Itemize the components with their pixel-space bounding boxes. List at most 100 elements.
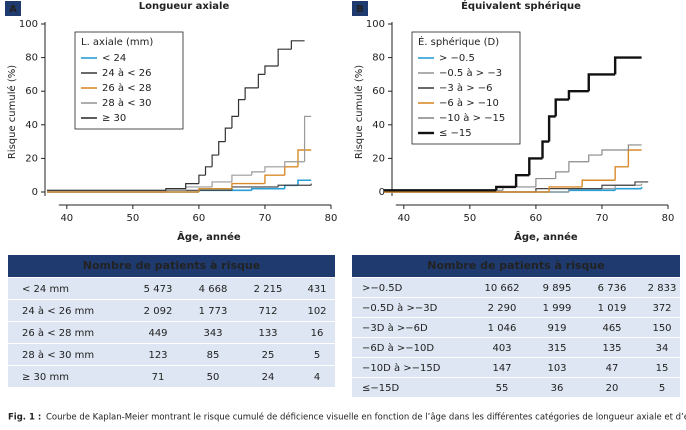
table-cell: 712: [258, 306, 277, 317]
table-cell: ≥ 30 mm: [22, 372, 69, 383]
table-cell: 85: [207, 350, 220, 361]
step: [535, 177, 556, 187]
x-tick-label: 60: [530, 213, 543, 224]
table-cell: 343: [203, 328, 222, 339]
table-cell: 34: [656, 343, 669, 354]
table-cell: ≤−15D: [362, 383, 399, 394]
step: [237, 99, 246, 117]
table-row: [352, 298, 680, 317]
step: [627, 144, 642, 150]
step: [547, 115, 556, 142]
table-cell: 20: [606, 383, 619, 394]
x-tick-label: 80: [662, 213, 675, 224]
step: [251, 171, 265, 176]
x-tick-label: 80: [325, 213, 338, 224]
step: [244, 87, 259, 100]
step: [218, 141, 226, 156]
table-cell: 123: [148, 350, 167, 361]
step: [211, 154, 219, 167]
step: [257, 73, 265, 88]
step: [204, 166, 213, 176]
table-cell: 2 290: [488, 303, 517, 314]
step: [548, 186, 583, 192]
step: [277, 48, 292, 66]
legend-label: > −0.5: [439, 53, 475, 64]
step: [568, 189, 616, 192]
step: [627, 149, 642, 167]
step: [250, 187, 285, 191]
y-tick-label: 60: [372, 86, 385, 97]
table-cell: 2 092: [144, 306, 173, 317]
table-cell: 135: [602, 343, 621, 354]
step: [528, 157, 543, 176]
step: [568, 161, 589, 172]
table-cell: 26 à < 28 mm: [22, 327, 94, 339]
step: [231, 174, 252, 182]
step: [587, 73, 616, 92]
table-title: Nombre de patients à risque: [83, 259, 260, 272]
step: [297, 179, 312, 186]
panel-label: B: [356, 4, 364, 15]
table-cell: 147: [492, 363, 511, 374]
step: [198, 187, 232, 192]
table-row: [8, 344, 335, 365]
table-cell: 24: [262, 372, 275, 383]
step: [535, 188, 602, 192]
table-cell: 2 215: [254, 284, 283, 295]
table-cell: −3D à >−6D: [362, 322, 428, 334]
x-axis-label: Âge, année: [514, 230, 578, 243]
step: [264, 65, 279, 75]
y-axis-label: Risque cumulé (%): [353, 65, 365, 159]
legend-label: −0.5 à > −3: [439, 67, 502, 79]
table-cell: 133: [258, 328, 277, 339]
table-cell: −6D à >−10D: [362, 342, 434, 354]
step: [614, 166, 629, 181]
step: [284, 161, 305, 167]
legend-label: ≤ −15: [439, 128, 472, 139]
table-cell: 1 999: [543, 303, 572, 314]
table-title: Nombre de patients à risque: [427, 259, 604, 272]
table-header: [8, 255, 335, 277]
chart-title: Équivalent sphérique: [461, 0, 581, 12]
step: [290, 40, 305, 50]
table-cell: 403: [492, 343, 511, 354]
y-tick-label: 80: [25, 53, 38, 64]
table-row: [8, 366, 335, 387]
legend-title: L. axiale (mm): [81, 37, 153, 48]
table-cell: 150: [652, 323, 671, 334]
table-cell: 28 à < 30 mm: [22, 349, 94, 361]
table-cell: 5: [314, 350, 320, 361]
step: [601, 149, 629, 156]
table-cell: 1 046: [488, 323, 517, 334]
legend-label: ≥ 30: [102, 113, 126, 124]
legend-label: 28 à < 30: [102, 97, 152, 109]
x-tick-label: 50: [126, 213, 139, 224]
table-cell: 465: [602, 323, 621, 334]
step: [198, 174, 206, 184]
table-cell: 102: [307, 306, 326, 317]
x-tick-label: 40: [60, 213, 73, 224]
table-row: [8, 322, 335, 343]
legend-label: 26 à < 28: [102, 82, 152, 94]
x-axis-label: Âge, année: [177, 230, 241, 243]
y-tick-label: 20: [372, 153, 385, 164]
table-cell: 431: [307, 284, 326, 295]
y-tick-label: 0: [32, 187, 38, 198]
x-tick-label: 70: [259, 213, 272, 224]
step: [277, 184, 312, 187]
caption-label: Fig. 1 :: [8, 413, 41, 423]
step: [211, 181, 232, 187]
table-row: [352, 318, 680, 337]
step: [567, 90, 589, 100]
table-cell: 1 019: [598, 303, 627, 314]
legend-label: 24 à < 26: [102, 67, 152, 79]
table-cell: 50: [207, 372, 220, 383]
table-cell: 25: [262, 350, 275, 361]
table-cell: 15: [656, 363, 669, 374]
step: [514, 174, 530, 187]
table-cell: 4 668: [199, 284, 228, 295]
y-tick-label: 100: [366, 19, 385, 30]
table-cell: 55: [496, 383, 509, 394]
y-tick-label: 60: [25, 86, 38, 97]
